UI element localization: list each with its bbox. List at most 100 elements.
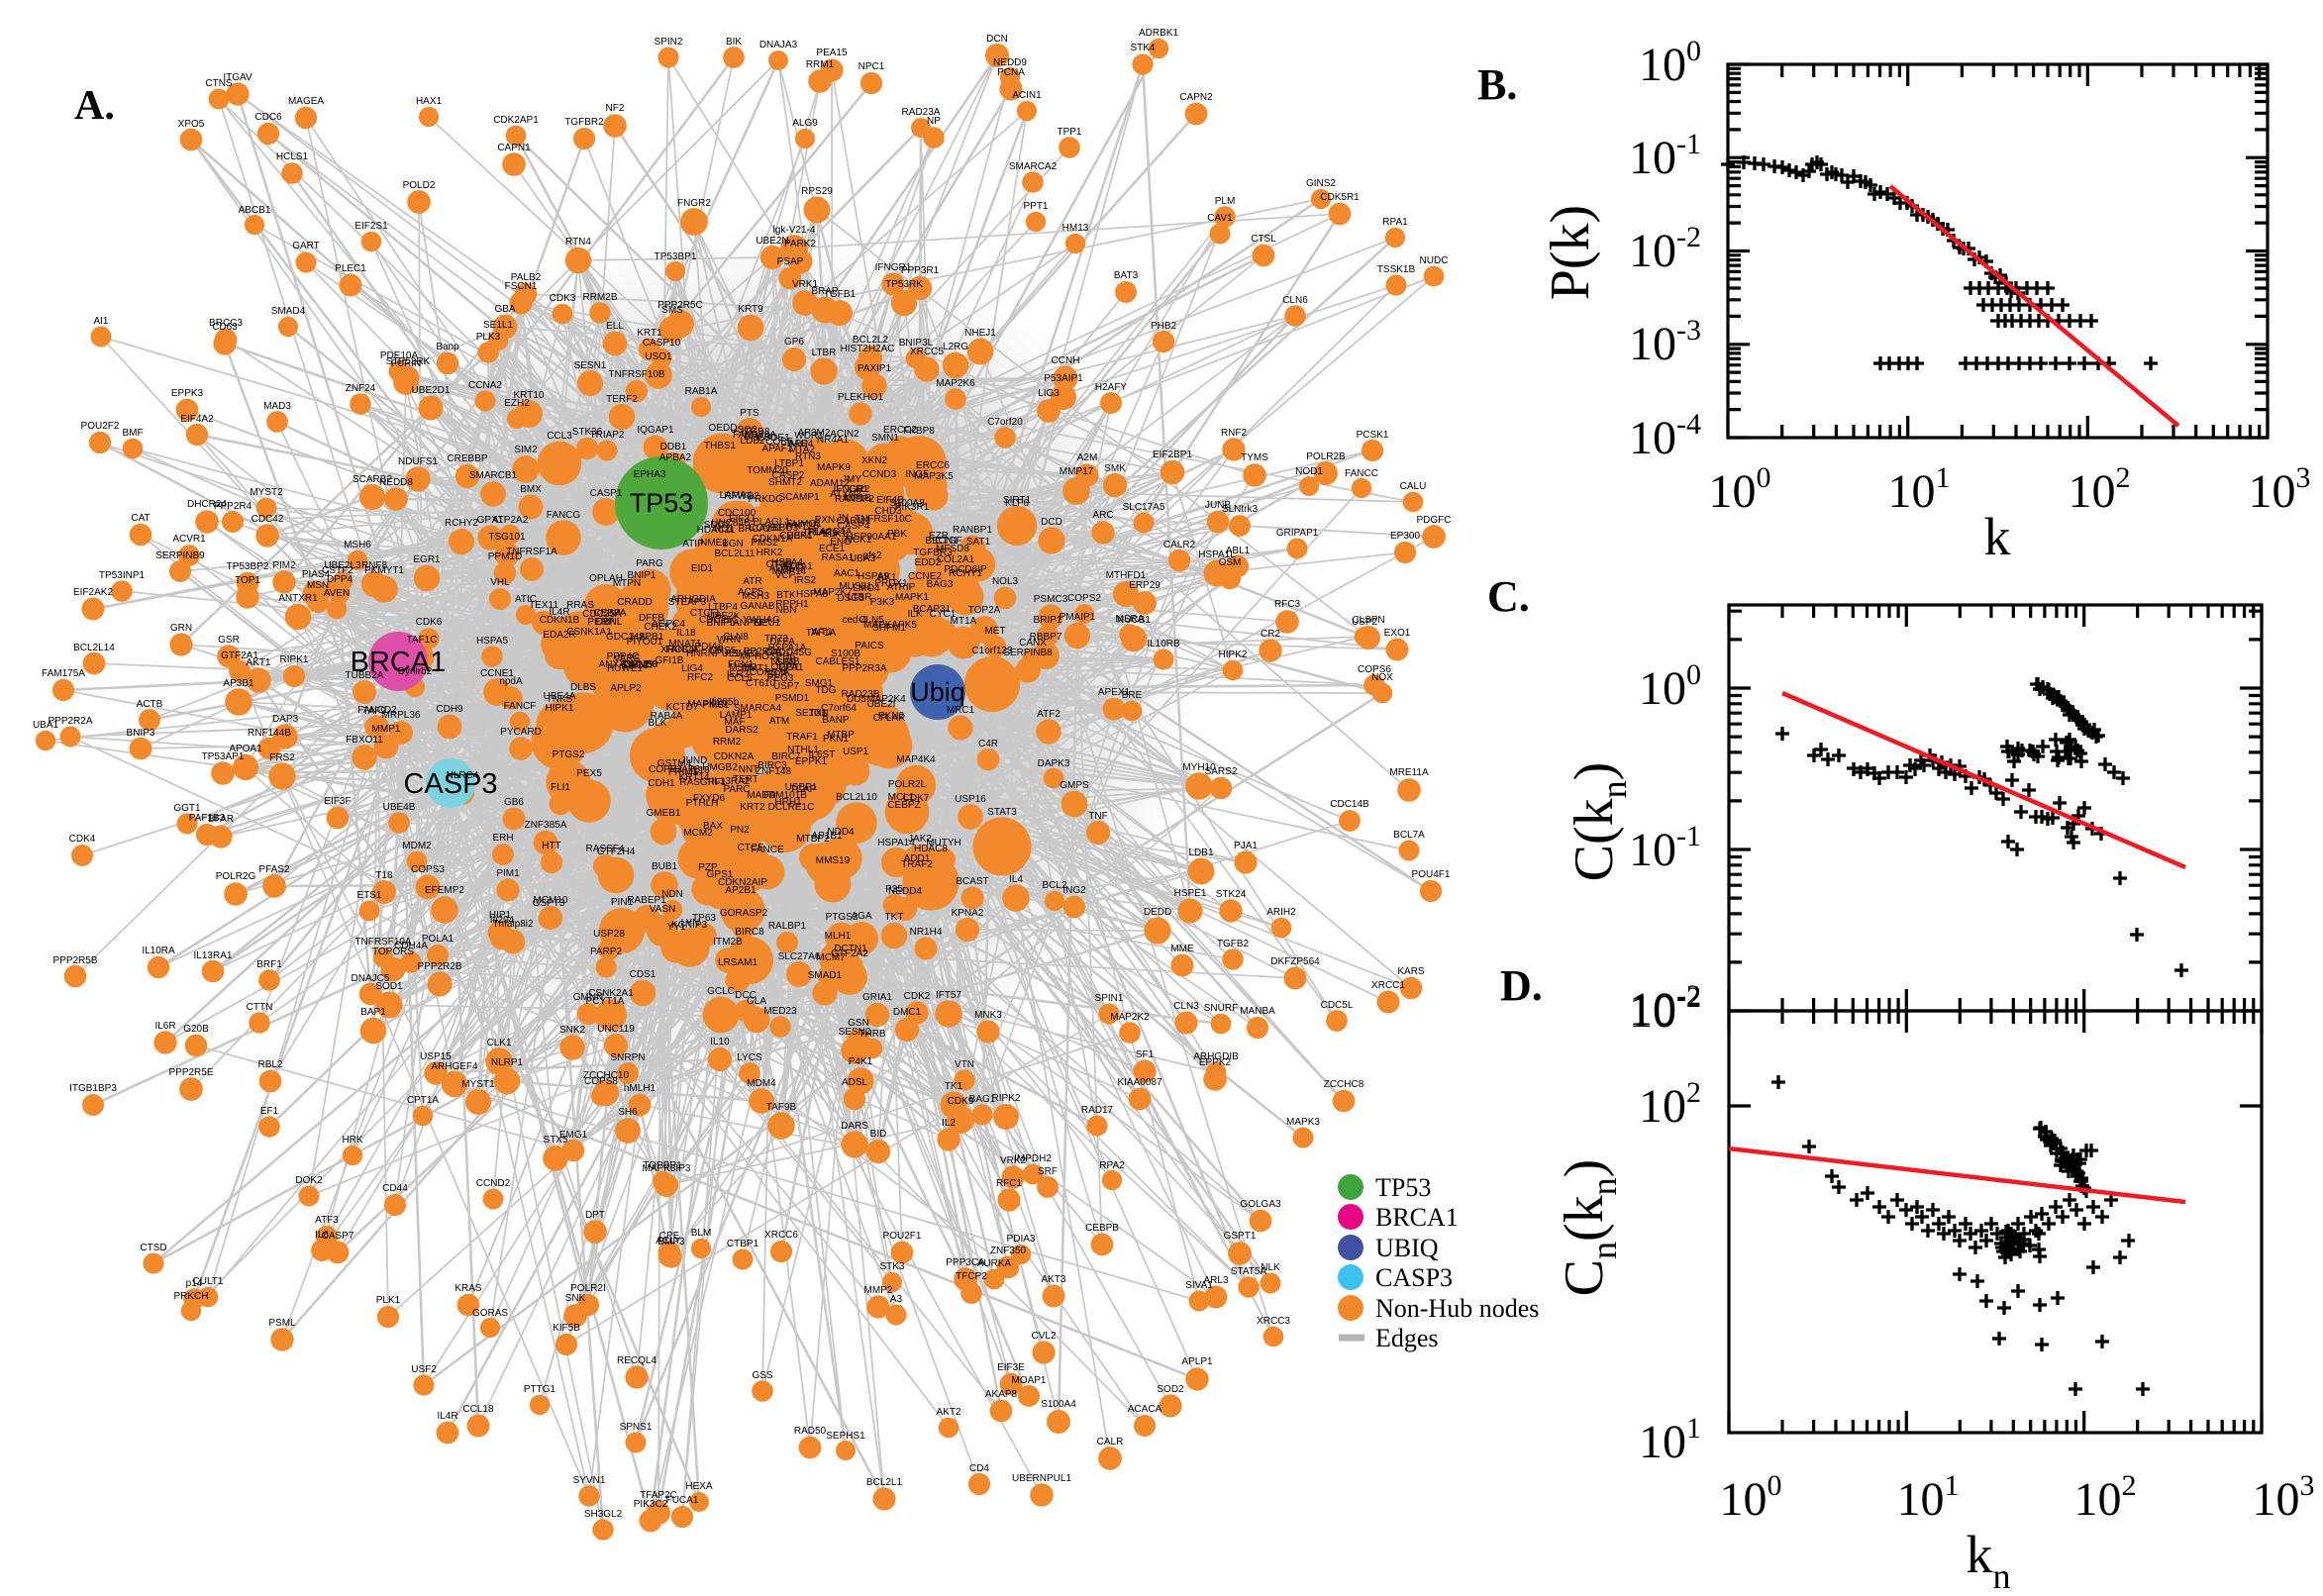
svg-text:EIF3J: EIF3J <box>729 514 755 525</box>
svg-text:DEDD: DEDD <box>1144 907 1171 918</box>
svg-text:USP7: USP7 <box>773 681 800 692</box>
svg-text:PDIA6: PDIA6 <box>695 642 724 652</box>
svg-text:ARL3: ARL3 <box>1203 1275 1228 1286</box>
svg-text:A3: A3 <box>890 1294 903 1305</box>
svg-text:CDKN1A: CDKN1A <box>753 534 793 545</box>
svg-text:DCN: DCN <box>986 34 1008 45</box>
svg-text:SE1D1: SE1D1 <box>795 708 827 719</box>
svg-text:TOMM20: TOMM20 <box>747 465 788 476</box>
svg-text:DKFZP564: DKFZP564 <box>1270 956 1320 967</box>
svg-text:BCL2: BCL2 <box>1042 880 1066 891</box>
svg-text:CALR: CALR <box>1097 1437 1124 1447</box>
svg-text:KRT10: KRT10 <box>514 390 545 401</box>
svg-text:Dynlrb2: Dynlrb2 <box>398 666 433 677</box>
svg-text:LAMA4: LAMA4 <box>720 490 753 501</box>
svg-text:ACTB: ACTB <box>137 699 163 710</box>
svg-text:ATR: ATR <box>743 576 761 587</box>
svg-text:PARC: PARC <box>723 784 750 795</box>
svg-text:GRIPAP1: GRIPAP1 <box>1276 528 1319 539</box>
svg-text:FRS2: FRS2 <box>269 752 295 763</box>
svg-text:BAG4: BAG4 <box>787 439 814 449</box>
svg-text:DARS2: DARS2 <box>725 725 758 736</box>
svg-text:RALBP1: RALBP1 <box>768 921 807 932</box>
svg-text:NLRP1: NLRP1 <box>491 1057 524 1068</box>
svg-text:ILK: ILK <box>907 609 922 620</box>
svg-text:IQGAP1: IQGAP1 <box>637 425 674 436</box>
svg-text:ACVR1: ACVR1 <box>172 534 206 545</box>
svg-text:MAPKAPK5: MAPKAPK5 <box>863 620 917 631</box>
svg-text:EPPK3: EPPK3 <box>171 388 204 399</box>
svg-text:RANBP1: RANBP1 <box>953 525 992 536</box>
svg-text:THAP8: THAP8 <box>668 764 701 775</box>
svg-text:CTSD: CTSD <box>140 1243 166 1253</box>
svg-text:APP: APP <box>788 439 808 449</box>
svg-text:BCAP31: BCAP31 <box>913 604 952 615</box>
svg-text:JUND: JUND <box>681 755 708 766</box>
svg-text:D.: D. <box>1500 961 1543 1010</box>
svg-text:PKN2: PKN2 <box>878 711 905 722</box>
svg-text:DAPK3: DAPK3 <box>1038 758 1070 769</box>
svg-text:PDGFC: PDGFC <box>1417 515 1452 526</box>
svg-text:IL13RA1: IL13RA1 <box>194 950 233 961</box>
svg-text:PDE10A: PDE10A <box>380 350 419 361</box>
svg-text:STK3: STK3 <box>879 1261 904 1272</box>
svg-text:RAB4A: RAB4A <box>651 711 683 722</box>
svg-text:HSPA1L: HSPA1L <box>1198 549 1236 560</box>
svg-text:TP53BP1: TP53BP1 <box>655 251 697 262</box>
svg-text:BLM: BLM <box>691 1228 712 1239</box>
svg-text:COPS3: COPS3 <box>411 864 445 875</box>
svg-text:HIPK2: HIPK2 <box>1219 649 1248 660</box>
svg-text:MMP17: MMP17 <box>1060 466 1094 477</box>
svg-text:BCL2L2: BCL2L2 <box>853 335 889 346</box>
svg-text:GANAB: GANAB <box>740 601 774 612</box>
svg-text:SNURF: SNURF <box>1204 1003 1238 1014</box>
svg-text:WT1: WT1 <box>811 627 833 638</box>
svg-text:MSN: MSN <box>307 580 329 591</box>
svg-text:10-1: 10-1 <box>1629 128 1701 184</box>
svg-text:POU2F1: POU2F1 <box>883 1231 922 1242</box>
svg-text:CSTF2: CSTF2 <box>322 565 354 576</box>
svg-text:NLRC4: NLRC4 <box>447 770 479 781</box>
svg-text:GPX1: GPX1 <box>477 515 504 526</box>
svg-text:FSCN1: FSCN1 <box>505 281 538 292</box>
svg-text:BCL7A: BCL7A <box>1393 830 1425 841</box>
svg-text:hMLH1: hMLH1 <box>624 1083 656 1094</box>
svg-text:TNFRSF10A: TNFRSF10A <box>354 937 412 948</box>
svg-text:PLA2G4A: PLA2G4A <box>808 527 853 538</box>
svg-text:DFFA: DFFA <box>769 637 795 648</box>
svg-text:PSME3: PSME3 <box>725 648 758 659</box>
svg-text:GRN: GRN <box>170 623 192 634</box>
svg-text:IL10RB: IL10RB <box>1147 639 1180 649</box>
svg-text:CEBPA: CEBPA <box>593 608 626 619</box>
svg-text:GB6: GB6 <box>504 797 524 808</box>
svg-text:GINS2: GINS2 <box>1306 178 1336 189</box>
svg-text:PPP2R5E: PPP2R5E <box>168 1067 213 1078</box>
svg-text:ANXA3: ANXA3 <box>599 659 632 670</box>
svg-text:PTTG1: PTTG1 <box>524 1384 556 1395</box>
svg-text:RIPK2: RIPK2 <box>992 1093 1021 1104</box>
svg-text:PPP2R4: PPP2R4 <box>214 501 252 512</box>
svg-text:FXYD6: FXYD6 <box>693 793 726 804</box>
svg-text:STAT5A: STAT5A <box>1231 1266 1267 1277</box>
svg-text:CDKN1B: CDKN1B <box>540 615 580 626</box>
svg-text:FANCG: FANCG <box>547 510 581 521</box>
svg-text:IMPDH2: IMPDH2 <box>1014 1153 1052 1164</box>
svg-text:PTGS2: PTGS2 <box>826 912 858 923</box>
svg-text:MAD3: MAD3 <box>263 401 291 412</box>
svg-text:XRCC3: XRCC3 <box>1257 1316 1290 1327</box>
svg-text:UBE2D1: UBE2D1 <box>412 385 451 396</box>
svg-text:MAP2K4: MAP2K4 <box>866 694 906 705</box>
svg-text:SESN2: SESN2 <box>839 1027 871 1038</box>
svg-text:SMAD4: SMAD4 <box>271 306 306 317</box>
svg-text:CCNE2: CCNE2 <box>908 571 942 582</box>
svg-text:SLC27A6: SLC27A6 <box>778 951 821 962</box>
svg-text:WRN: WRN <box>717 635 741 646</box>
svg-text:BCAST: BCAST <box>956 876 988 887</box>
svg-text:CCNA2: CCNA2 <box>468 380 502 391</box>
svg-text:PTS: PTS <box>740 408 759 419</box>
svg-text:HRK: HRK <box>342 1135 362 1146</box>
svg-text:ERCC6: ERCC6 <box>916 460 950 471</box>
svg-text:BMP3: BMP3 <box>657 1237 685 1247</box>
svg-text:CD44: CD44 <box>382 1183 408 1194</box>
svg-text:BCL2L11: BCL2L11 <box>715 549 756 559</box>
